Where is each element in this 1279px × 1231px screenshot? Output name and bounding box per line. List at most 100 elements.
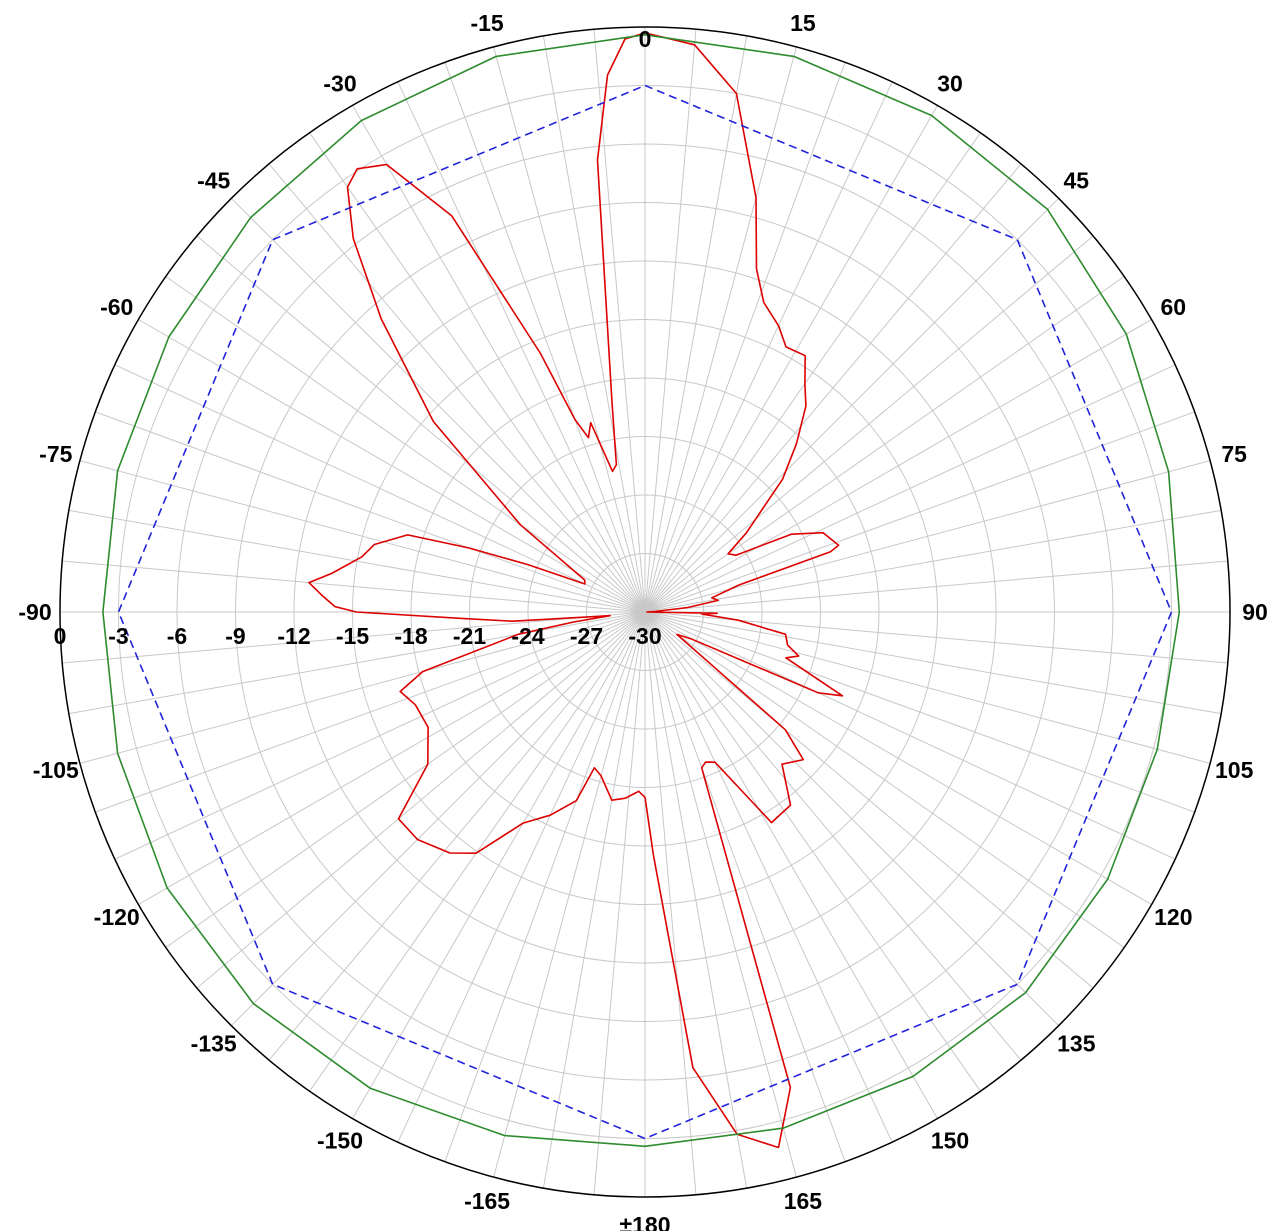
radial-tick-label: -3 (108, 623, 128, 649)
grid-spoke (62, 611, 646, 664)
grid-spoke (644, 132, 981, 613)
grid-spoke (644, 46, 797, 613)
grid-spoke (352, 105, 646, 613)
grid-spoke (644, 611, 1060, 1027)
angle-tick-label: 45 (1064, 168, 1090, 194)
grid-spoke (397, 81, 646, 613)
radial-tick-label: -21 (453, 623, 486, 649)
angle-tick-label: 60 (1161, 294, 1187, 320)
grid-spoke (138, 319, 646, 613)
grid-spoke (644, 62, 846, 613)
grid-spoke (79, 460, 646, 613)
angle-tick-label: 105 (1215, 757, 1254, 783)
grid-spoke (352, 611, 646, 1119)
radial-tick-label: -15 (336, 623, 369, 649)
radial-tick-label: -6 (167, 623, 187, 649)
grid-spoke (542, 35, 646, 613)
angle-tick-label: 150 (931, 1127, 969, 1153)
grid-spoke (644, 611, 981, 1092)
outer-ring (59, 26, 1231, 1198)
grid-spoke (644, 611, 748, 1189)
grid-spoke (138, 611, 646, 905)
grid-spoke (644, 35, 748, 613)
series-line-3 (117, 84, 1173, 1140)
grid-spoke (644, 276, 1125, 613)
grid-spoke (644, 460, 1211, 613)
grid-spoke (196, 611, 646, 989)
angle-tick-label: -120 (94, 904, 140, 930)
grid-spoke (493, 611, 646, 1178)
grid-spoke (397, 611, 646, 1143)
angle-tick-label: 75 (1221, 441, 1247, 467)
labels: 0153045607590105120135150165±180-165-150… (18, 10, 1267, 1231)
grid-spoke (493, 46, 646, 613)
grid-spoke (644, 611, 697, 1195)
grid-spoke (644, 197, 1060, 613)
grid-spoke (230, 611, 646, 1027)
angle-tick-label: 165 (784, 1188, 823, 1214)
angle-tick-label: 0 (639, 26, 652, 52)
grid-spoke (593, 29, 646, 613)
radial-tick-label: 0 (54, 623, 67, 649)
radial-tick-label: -12 (277, 623, 310, 649)
angle-tick-label: 120 (1154, 904, 1192, 930)
grid-spoke (644, 81, 893, 613)
grid-spoke (644, 105, 938, 613)
angle-tick-label: -15 (470, 10, 503, 36)
radial-tick-label: -24 (511, 623, 544, 649)
grid-spoke (593, 611, 646, 1195)
grid-spoke (644, 611, 1176, 860)
grid-spoke (79, 611, 646, 764)
grid-spoke (114, 611, 646, 860)
series-line-2 (102, 34, 1181, 1148)
grid-spoke (644, 364, 1176, 613)
grid-spoke (309, 132, 646, 613)
grid-spoke (268, 163, 646, 613)
angle-tick-label: -75 (39, 441, 72, 467)
grid-spoke (644, 611, 1125, 948)
angle-tick-label: 90 (1242, 599, 1268, 625)
series-line-1 (308, 32, 844, 1149)
angle-tick-label: -90 (18, 599, 51, 625)
grid-spoke (165, 611, 646, 948)
grid (59, 26, 1231, 1198)
grid-spoke (95, 411, 646, 613)
angle-tick-label: 30 (937, 71, 963, 97)
grid-spoke (644, 509, 1222, 613)
angle-tick-label: -165 (464, 1188, 510, 1214)
angle-tick-label: ±180 (620, 1212, 671, 1231)
grid-spoke (62, 560, 646, 613)
radial-tick-label: -27 (570, 623, 603, 649)
grid-spoke (644, 611, 1094, 989)
angle-tick-label: -30 (323, 71, 356, 97)
angle-tick-label: -105 (33, 757, 79, 783)
grid-spoke (644, 611, 893, 1143)
grid-spoke (542, 611, 646, 1189)
grid-spoke (68, 509, 646, 613)
angle-tick-label: 15 (790, 10, 816, 36)
grid-spoke (644, 611, 938, 1119)
grid-spoke (644, 611, 1211, 764)
grid-spoke (644, 611, 1222, 715)
angle-tick-label: -150 (317, 1127, 363, 1153)
radial-tick-label: -9 (225, 623, 245, 649)
grid-spoke (644, 611, 1195, 813)
grid-spoke (644, 611, 1152, 905)
grid-spoke (196, 235, 646, 613)
radial-tick-label: -18 (394, 623, 427, 649)
grid-spoke (644, 163, 1022, 613)
radial-tick-label: -30 (628, 623, 661, 649)
grid-spoke (644, 319, 1152, 613)
grid-spoke (268, 611, 646, 1061)
grid-spoke (644, 235, 1094, 613)
grid-spoke (165, 276, 646, 613)
grid-spoke (644, 560, 1228, 613)
angle-tick-label: -60 (100, 294, 133, 320)
grid-spoke (444, 611, 646, 1162)
angle-tick-label: -45 (197, 168, 230, 194)
grid-spoke (644, 611, 1022, 1061)
series-layer (102, 32, 1181, 1149)
angle-tick-label: -135 (191, 1030, 237, 1056)
